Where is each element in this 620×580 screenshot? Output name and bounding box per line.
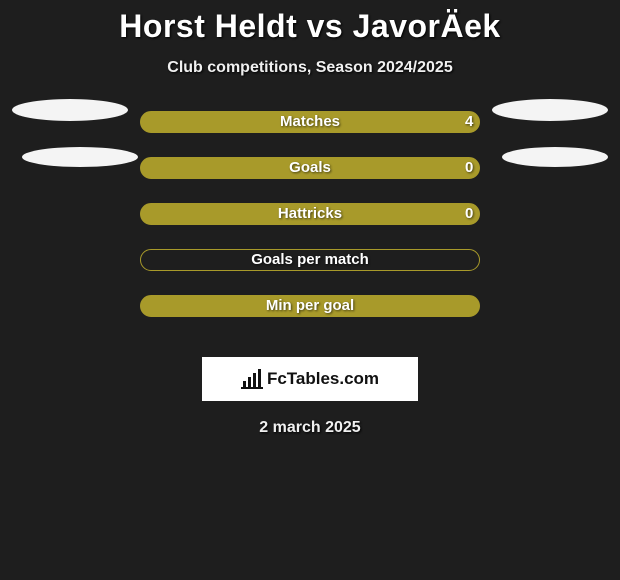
stat-label: Min per goal (140, 295, 480, 317)
stat-label: Goals per match (140, 249, 480, 271)
stat-row: Goals per match (10, 249, 610, 295)
page-title: Horst Heldt vs JavorÄek (0, 8, 620, 45)
chart-icon (241, 369, 263, 389)
player-left-ellipse (22, 147, 138, 167)
stat-value: 4 (465, 111, 473, 133)
stat-row: Min per goal (10, 295, 610, 341)
stat-label: Hattricks (140, 203, 480, 225)
stat-label: Goals (140, 157, 480, 179)
player-left-ellipse (12, 99, 128, 121)
comparison-chart: Matches4Goals0Hattricks0Goals per matchM… (10, 111, 610, 341)
stat-label: Matches (140, 111, 480, 133)
player-right-ellipse (502, 147, 608, 167)
footer-logo: FcTables.com (202, 357, 418, 401)
stat-row: Goals0 (10, 157, 610, 203)
player-right-ellipse (492, 99, 608, 121)
stat-row: Hattricks0 (10, 203, 610, 249)
stat-value: 0 (465, 203, 473, 225)
footer-logo-text: FcTables.com (267, 369, 379, 389)
footer-date: 2 march 2025 (0, 419, 620, 437)
page-subtitle: Club competitions, Season 2024/2025 (0, 59, 620, 77)
stat-value: 0 (465, 157, 473, 179)
